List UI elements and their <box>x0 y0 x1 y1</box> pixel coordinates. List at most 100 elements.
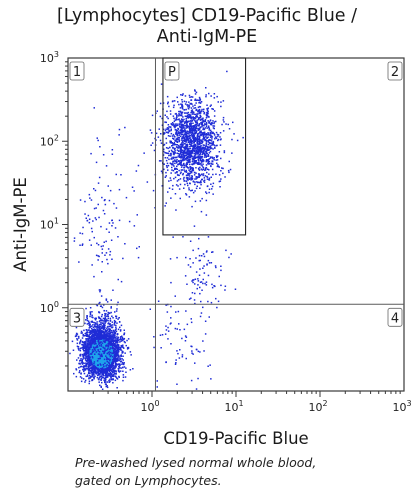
data-point <box>191 109 194 111</box>
data-point <box>205 155 207 157</box>
data-point <box>182 93 184 95</box>
data-point <box>174 176 177 179</box>
data-point <box>84 332 86 335</box>
data-point <box>190 171 193 174</box>
data-point <box>113 351 116 353</box>
data-point <box>189 120 192 122</box>
data-point <box>189 145 191 148</box>
data-point <box>185 169 187 172</box>
data-point <box>181 111 184 114</box>
data-point <box>173 142 176 144</box>
data-point <box>89 326 92 328</box>
data-point <box>189 103 191 105</box>
data-point <box>105 351 108 353</box>
data-point <box>183 136 185 139</box>
data-point <box>188 196 191 198</box>
data-point <box>107 358 109 360</box>
data-point <box>85 347 87 350</box>
data-point <box>107 345 110 348</box>
data-point <box>210 163 212 165</box>
data-point <box>99 361 102 364</box>
data-point <box>124 352 126 354</box>
data-point <box>104 347 106 350</box>
data-point <box>101 355 103 358</box>
data-point <box>165 159 168 162</box>
data-point <box>106 338 109 341</box>
data-point <box>86 349 89 351</box>
data-point <box>104 324 106 327</box>
data-point <box>101 347 103 350</box>
data-point <box>106 373 108 376</box>
data-point <box>106 348 109 351</box>
data-point <box>191 158 194 160</box>
data-point <box>167 147 169 150</box>
data-point <box>97 340 99 343</box>
data-point <box>185 174 188 176</box>
data-point <box>105 333 108 335</box>
data-point <box>193 118 195 120</box>
data-point <box>196 116 199 118</box>
data-point <box>89 356 91 359</box>
data-point <box>98 343 100 345</box>
data-point <box>102 359 105 361</box>
data-point <box>119 330 122 332</box>
data-point <box>90 355 93 357</box>
data-point <box>211 108 213 110</box>
data-point <box>204 145 207 148</box>
data-point <box>107 353 109 356</box>
data-point <box>203 108 205 111</box>
data-point <box>194 107 197 109</box>
data-point <box>83 365 85 367</box>
data-point <box>222 116 225 119</box>
data-point <box>94 364 96 367</box>
data-point <box>123 333 125 335</box>
data-point <box>89 313 92 316</box>
data-point <box>196 135 198 137</box>
data-point <box>87 369 90 371</box>
data-point <box>194 93 197 95</box>
data-point <box>215 155 218 157</box>
data-point <box>203 125 205 127</box>
data-point <box>176 141 178 143</box>
data-point <box>205 191 207 193</box>
data-point <box>207 154 210 156</box>
data-point <box>200 130 202 132</box>
data-point <box>180 163 182 165</box>
data-point <box>93 378 95 380</box>
data-point <box>81 337 84 339</box>
data-point <box>104 314 106 317</box>
data-point <box>107 339 109 342</box>
data-point <box>201 165 204 167</box>
data-point <box>89 356 91 358</box>
data-point <box>186 149 189 151</box>
data-point <box>200 144 202 147</box>
data-point <box>94 322 96 324</box>
data-point <box>178 174 180 177</box>
data-point <box>121 336 124 339</box>
data-point <box>115 353 117 356</box>
data-point <box>220 105 222 108</box>
data-point <box>207 160 209 163</box>
data-point <box>222 100 225 102</box>
data-point <box>110 338 112 341</box>
data-point <box>227 169 230 172</box>
data-point <box>86 347 88 350</box>
data-point <box>120 338 122 340</box>
data-point <box>199 99 201 102</box>
data-point <box>183 147 186 150</box>
data-point <box>185 136 188 139</box>
data-point <box>78 371 80 374</box>
data-point <box>91 367 93 370</box>
data-point <box>117 339 120 342</box>
data-point <box>170 128 172 130</box>
data-point <box>95 372 97 375</box>
data-point <box>172 137 175 140</box>
data-point <box>117 363 119 366</box>
data-point <box>127 338 130 340</box>
data-point <box>208 169 210 171</box>
data-point <box>199 153 202 155</box>
data-point <box>164 176 167 178</box>
data-point <box>186 144 188 146</box>
data-point <box>112 317 114 319</box>
data-point <box>99 317 102 320</box>
